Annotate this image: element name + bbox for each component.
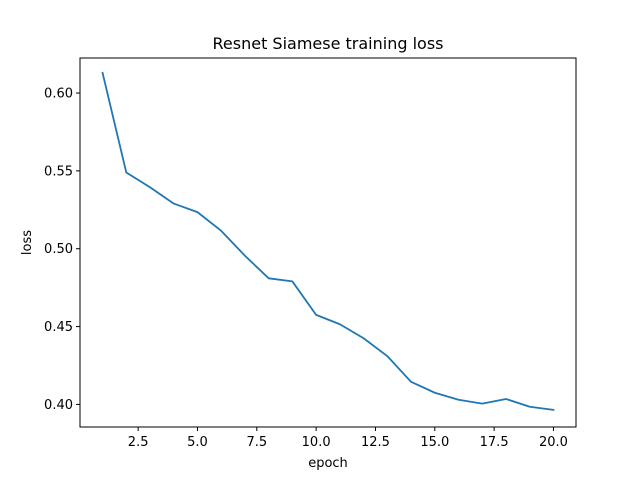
- y-axis-ticks: 0.40 0.45 0.50 0.55 0.60: [44, 87, 80, 413]
- x-axis-label: epoch: [308, 456, 348, 471]
- x-tick-label: 12.5: [361, 435, 390, 450]
- x-tick-label: 17.5: [480, 435, 509, 450]
- y-tick-label: 0.55: [44, 164, 73, 179]
- y-tick-label: 0.60: [44, 87, 73, 102]
- series-layer: [101, 71, 555, 411]
- x-tick-label: 10.0: [302, 435, 331, 450]
- x-tick-label: 5.0: [187, 435, 208, 450]
- chart-title: Resnet Siamese training loss: [213, 34, 444, 53]
- x-axis-ticks: 2.5 5.0 7.5 10.0 12.5 15.0 17.5 20.0: [128, 427, 568, 450]
- x-tick-label: 7.5: [246, 435, 267, 450]
- y-tick-label: 0.50: [44, 242, 73, 257]
- y-tick-label: 0.40: [44, 398, 73, 413]
- x-tick-label: 20.0: [539, 435, 568, 450]
- y-tick-label: 0.45: [44, 320, 73, 335]
- x-tick-label: 15.0: [420, 435, 449, 450]
- series-line: [101, 71, 555, 411]
- x-tick-label: 2.5: [128, 435, 149, 450]
- y-axis-label: loss: [20, 230, 35, 255]
- plot-area-frame: [79, 57, 577, 428]
